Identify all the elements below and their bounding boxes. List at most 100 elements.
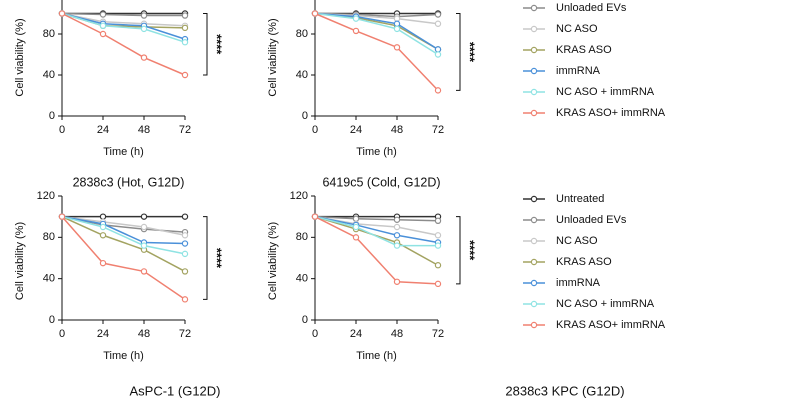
series-line xyxy=(314,215,439,285)
y-tick-label: 0 xyxy=(49,110,55,122)
data-point xyxy=(434,11,442,18)
y-tick-label: 80 xyxy=(296,231,308,243)
data-point xyxy=(99,22,107,29)
legend-marker xyxy=(530,300,538,308)
legend-marker xyxy=(530,195,538,203)
y-tick-label: 120 xyxy=(290,190,308,202)
y-tick-label: 0 xyxy=(302,110,308,122)
y-axis-label: Cell viability (%) xyxy=(267,222,279,300)
data-point xyxy=(393,232,401,239)
data-point xyxy=(352,215,360,222)
data-point xyxy=(140,223,148,231)
legend-label: NC ASO + immRNA xyxy=(556,298,655,310)
y-tick-label: 40 xyxy=(43,69,55,81)
series-line xyxy=(61,215,186,273)
x-tick-label: 72 xyxy=(432,124,444,136)
legend-marker xyxy=(530,46,538,54)
x-tick-label: 0 xyxy=(59,328,65,340)
data-point xyxy=(181,250,189,258)
data-point xyxy=(434,51,442,58)
significance: **** xyxy=(463,240,478,261)
data-point xyxy=(434,280,442,288)
data-point xyxy=(393,278,401,285)
data-point xyxy=(434,217,442,224)
data-point xyxy=(181,240,189,247)
series-line xyxy=(61,215,186,245)
significance: **** xyxy=(210,248,225,269)
data-point xyxy=(181,232,189,239)
data-point xyxy=(434,46,442,53)
x-tick-label: 48 xyxy=(391,328,403,340)
significance: **** xyxy=(210,34,225,55)
legend-label: Unloaded EVs xyxy=(556,2,627,14)
data-point xyxy=(434,232,442,239)
x-tick-label: 72 xyxy=(179,124,191,136)
x-tick-label: 24 xyxy=(97,124,109,136)
series-line xyxy=(61,12,186,40)
series-line xyxy=(61,12,186,43)
y-tick-label: 40 xyxy=(43,273,55,285)
bracket xyxy=(456,13,461,91)
legend-label: NC ASO xyxy=(556,23,598,35)
data-point xyxy=(434,87,442,94)
chart-title: 2838c3 (Hot, G12D) xyxy=(73,175,185,189)
x-tick-label: 48 xyxy=(391,124,403,136)
series-line xyxy=(314,12,439,91)
x-tick-label: 48 xyxy=(138,328,150,340)
legend-marker xyxy=(530,321,538,329)
data-point xyxy=(99,223,107,231)
data-point xyxy=(434,262,442,269)
data-point xyxy=(434,20,442,27)
y-tick-label: 0 xyxy=(49,314,55,326)
legend-marker xyxy=(530,25,538,33)
series-line xyxy=(314,215,439,244)
significance: **** xyxy=(463,42,478,63)
data-point xyxy=(99,213,107,220)
y-axis-label: Cell viability (%) xyxy=(14,18,26,96)
data-point xyxy=(181,24,189,32)
legend-label: immRNA xyxy=(556,65,601,77)
legend-label: immRNA xyxy=(556,277,601,289)
chart-title: 6419c5 (Cold, G12D) xyxy=(322,175,440,189)
data-point xyxy=(181,39,189,46)
series-line xyxy=(314,215,439,222)
bracket xyxy=(203,13,208,76)
data-point xyxy=(140,12,148,19)
data-point xyxy=(311,10,319,17)
data-point xyxy=(181,296,189,303)
data-point xyxy=(393,25,401,33)
y-tick-label: 80 xyxy=(296,28,308,40)
data-point xyxy=(352,234,360,241)
legend-label: KRAS ASO+ immRNA xyxy=(556,107,666,119)
bracket xyxy=(456,216,461,285)
y-axis-label: Cell viability (%) xyxy=(267,18,279,96)
x-tick-label: 0 xyxy=(312,328,318,340)
legend-marker xyxy=(530,216,538,224)
data-point xyxy=(140,268,148,275)
data-point xyxy=(181,268,189,275)
x-axis-label: Time (h) xyxy=(103,350,144,362)
data-point xyxy=(352,27,360,35)
legend-label: KRAS ASO+ immRNA xyxy=(556,319,666,331)
data-point xyxy=(393,223,401,231)
legend-marker xyxy=(530,109,538,117)
legend-label: Unloaded EVs xyxy=(556,214,627,226)
data-point xyxy=(140,54,148,61)
x-tick-label: 72 xyxy=(179,328,191,340)
x-tick-label: 0 xyxy=(59,124,65,136)
data-point xyxy=(393,216,401,223)
legend-marker xyxy=(530,237,538,245)
data-point xyxy=(99,259,107,267)
legend-label: Untreated xyxy=(556,193,604,205)
data-point xyxy=(99,232,107,239)
legend-marker xyxy=(530,88,538,96)
x-tick-label: 72 xyxy=(432,328,444,340)
legend-marker xyxy=(530,258,538,266)
data-point xyxy=(140,25,148,33)
series-line xyxy=(61,12,185,17)
data-point xyxy=(393,242,401,249)
data-point xyxy=(352,15,360,22)
data-point xyxy=(393,15,401,22)
legend-label: KRAS ASO xyxy=(556,256,612,268)
